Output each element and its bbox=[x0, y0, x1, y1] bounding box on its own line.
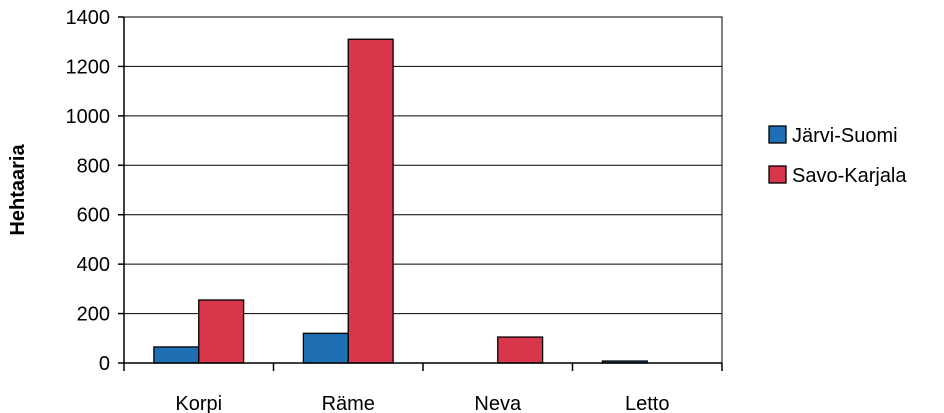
y-tick-label: 0 bbox=[99, 353, 110, 375]
y-tick-label: 800 bbox=[77, 155, 110, 177]
y-tick-label: 1000 bbox=[66, 106, 111, 128]
y-tick-label: 1400 bbox=[66, 7, 111, 29]
legend-label: Savo-Karjala bbox=[792, 165, 907, 187]
bars bbox=[153, 38, 648, 364]
x-axis: Korpi Räme Neva Letto bbox=[123, 362, 723, 413]
bar-series-1-1 bbox=[302, 332, 349, 364]
bar-series-2-0 bbox=[198, 299, 245, 364]
y-axis: 0 200 400 600 800 1000 1200 1400 bbox=[66, 7, 125, 375]
legend-swatch bbox=[768, 165, 787, 184]
x-tick-label: Neva bbox=[474, 393, 522, 413]
bar-series-2-1 bbox=[347, 38, 394, 364]
bar-series-2-2 bbox=[497, 336, 544, 364]
y-tick-label: 1200 bbox=[66, 56, 111, 78]
y-axis-title: Hehtaaria bbox=[7, 144, 29, 236]
bar-series-1-0 bbox=[153, 346, 200, 364]
x-tick-label: Korpi bbox=[175, 393, 222, 413]
gridlines bbox=[124, 16, 722, 315]
x-tick-label: Räme bbox=[322, 393, 375, 413]
legend-swatch bbox=[768, 125, 787, 144]
x-tick-label: Letto bbox=[625, 393, 669, 413]
legend: Järvi-Suomi Savo-Karjala bbox=[768, 125, 907, 187]
y-tick-label: 600 bbox=[77, 205, 110, 227]
legend-label: Järvi-Suomi bbox=[792, 125, 898, 147]
y-tick-label: 200 bbox=[77, 304, 110, 326]
y-tick-label: 400 bbox=[77, 254, 110, 276]
